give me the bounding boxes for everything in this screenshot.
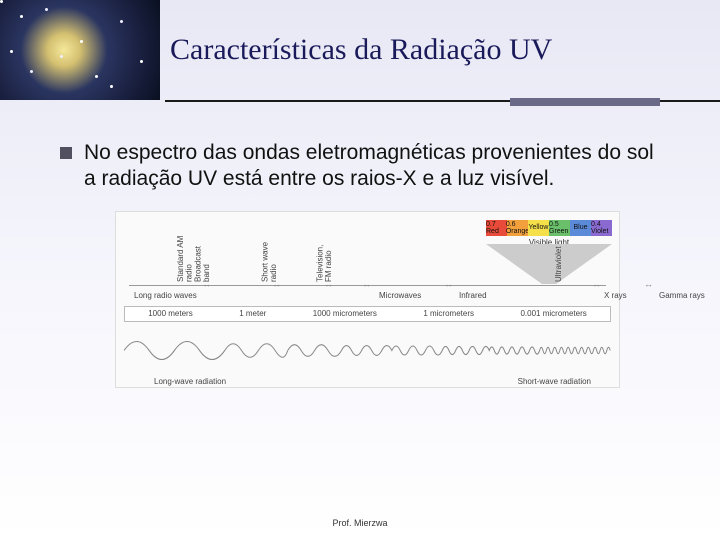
region-label: Infrared <box>459 291 487 300</box>
region-label: X rays <box>604 291 627 300</box>
band-vertical-label: Ultraviolet <box>555 232 564 282</box>
short-wave-label: Short-wave radiation <box>518 377 591 386</box>
arrow-icon: ↔ <box>202 279 211 289</box>
em-spectrum-diagram: 0.7 Red0.6 OrangeYellow0.5 GreenBlue0.4 … <box>115 211 620 388</box>
title-divider <box>165 100 720 108</box>
scale-tick: 1 meter <box>239 309 266 318</box>
arrow-icon: ↔ <box>644 279 653 289</box>
slide-body: No espectro das ondas eletromagnéticas p… <box>0 100 720 388</box>
slide-title: Características da Radiação UV <box>170 33 552 67</box>
visible-light-block: 0.7 Red0.6 OrangeYellow0.5 GreenBlue0.4 … <box>486 220 612 247</box>
bullet-marker-icon <box>60 147 72 159</box>
region-label: Gamma rays <box>659 291 705 300</box>
bullet-text: No espectro das ondas eletromagnéticas p… <box>84 140 660 193</box>
visible-band: 0.7 Red <box>486 220 507 236</box>
band-vertical-label: Television, FM radio <box>316 232 334 282</box>
band-vertical-label: Standard AM radioBroadcast band <box>177 232 212 282</box>
visible-band: Yellow <box>528 220 549 236</box>
header-image <box>0 0 160 100</box>
long-wave-label: Long-wave radiation <box>154 377 226 386</box>
slide-header: Características da Radiação UV <box>0 0 720 100</box>
region-label: Long radio waves <box>134 291 197 300</box>
wave-illustration: Long-wave radiation Short-wave radiation <box>124 328 611 383</box>
region-label: Microwaves <box>379 291 421 300</box>
scale-tick: 1000 micrometers <box>313 309 377 318</box>
scale-tick: 1 micrometers <box>423 309 474 318</box>
arrow-icon: ↔ <box>444 279 453 289</box>
slide-footer: Prof. Mierzwa <box>0 518 720 528</box>
visible-band: 0.4 Violet <box>591 220 612 236</box>
scale-tick: 0.001 micrometers <box>520 309 586 318</box>
spectrum-labels-row: 0.7 Red0.6 OrangeYellow0.5 GreenBlue0.4 … <box>124 220 611 300</box>
visible-fan-icon <box>486 244 612 284</box>
band-vertical-label: Short wave radio <box>261 232 279 282</box>
bullet-item: No espectro das ondas eletromagnéticas p… <box>60 140 660 193</box>
wavelength-scale: 1000 meters 1 meter 1000 micrometers 1 micr… <box>124 306 611 322</box>
wave-icon <box>124 328 611 373</box>
arrow-icon: ↔ <box>362 279 371 289</box>
arrow-icon: ↔ <box>272 279 281 289</box>
visible-band: Blue <box>570 220 591 236</box>
visible-band: 0.6 Orange <box>507 220 528 236</box>
scale-tick: 1000 meters <box>148 309 192 318</box>
arrow-icon: ↔ <box>592 279 601 289</box>
arrow-icon: ↔ <box>324 279 333 289</box>
